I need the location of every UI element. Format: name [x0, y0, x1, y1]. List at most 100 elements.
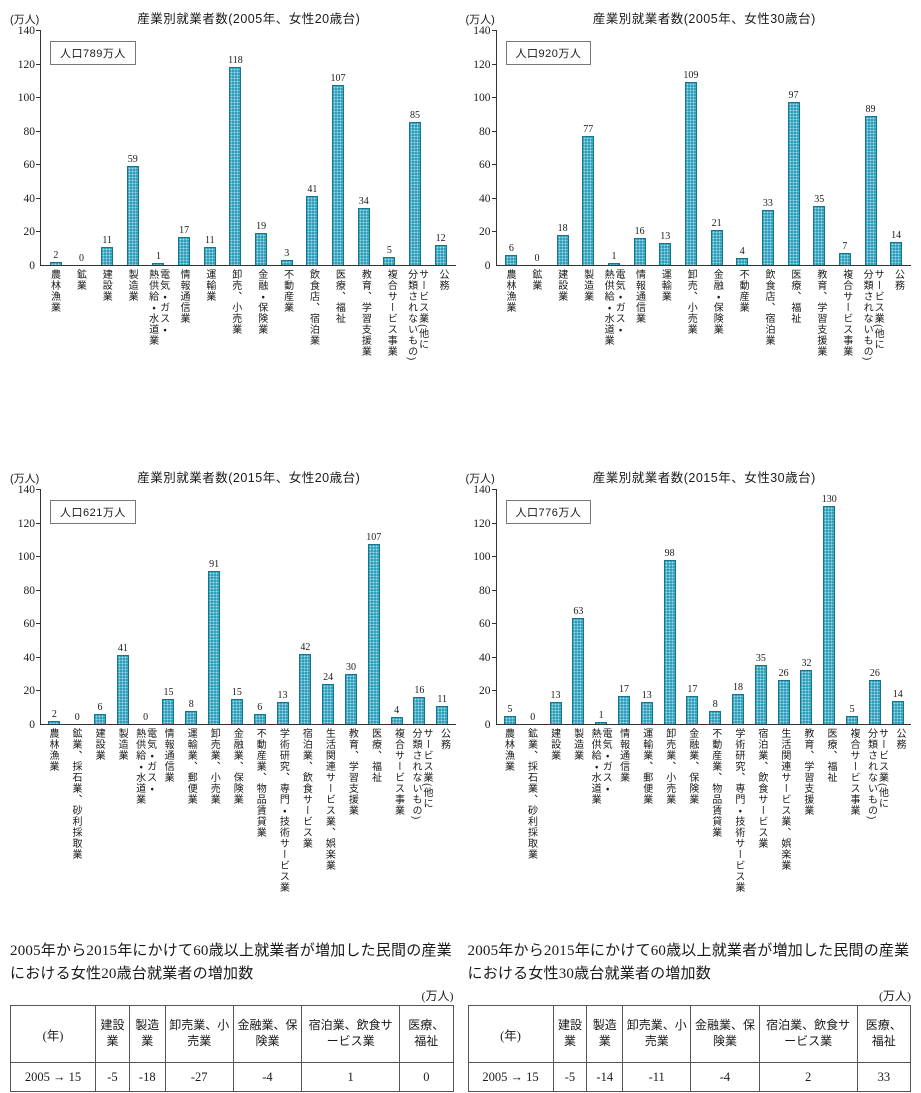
bar-value-label: 13 [641, 690, 652, 702]
table-column-header: 製造業 [586, 1005, 624, 1063]
bar-slot: 16 [408, 685, 431, 724]
bar-value-label: 0 [530, 712, 536, 723]
x-label-slot: 運輸業 [196, 269, 222, 459]
category-label: 鉱業 [74, 269, 86, 291]
y-tick-mark [36, 656, 41, 658]
bar-slot: 13 [544, 690, 567, 724]
bar-slot: 15 [226, 687, 249, 724]
x-label-slot: 宿泊業、飲食サービス業 [294, 728, 317, 928]
bar-value-label: 26 [869, 668, 880, 680]
category-label: 運輸業、郵便業 [640, 728, 652, 805]
bar-chart-0: (万人) 産業別就業者数(2005年、女性20歳台) 0 20 40 60 80 100 120… [10, 8, 456, 459]
bar-chart-3: (万人) 産業別就業者数(2015年、女性30歳台) 0 20 40 60 80 100 120… [466, 467, 911, 928]
y-tick-label: 40 [23, 192, 36, 205]
chart-header: (万人) 産業別就業者数(2015年、女性20歳台) [10, 467, 456, 487]
x-label-slot: 建設業 [93, 269, 119, 459]
table-column-header: 医療、福祉 [399, 1005, 454, 1063]
category-label: 生活関連サービス業、娯楽業 [323, 728, 335, 871]
table-corner-cell: (年) [467, 1005, 554, 1063]
x-label-slot: 卸売業、小売業 [658, 728, 681, 928]
bar [686, 695, 699, 724]
category-label: 不動産業 [281, 269, 293, 313]
y-axis: 0 20 40 60 80 100 120 140 [10, 484, 40, 731]
y-tick-mark [36, 30, 41, 31]
bar-slot: 26 [772, 668, 795, 724]
bar-slot: 21 [704, 218, 730, 265]
category-label: 教育、学習支援業 [814, 269, 826, 357]
bar-value-label: 6 [257, 701, 263, 713]
bar-value-label: 89 [865, 103, 876, 115]
category-label: 製造業 [581, 269, 593, 302]
category-label: 医療、福祉 [824, 728, 836, 783]
x-label-slot: 卸売、小売業 [222, 269, 248, 459]
x-label-slot: 教育、学習支援業 [796, 728, 819, 928]
bar-value-label: 1 [155, 251, 161, 263]
y-tick-mark [36, 164, 41, 166]
category-label: 生活関連サービス業、娯楽業 [778, 728, 790, 871]
x-axis-labels: 農林漁業 鉱業 建設業 製造業 電気・ガス・ 熱供給・水道業 情報通信業 運輸業 卸売、小売業… [41, 266, 456, 459]
category-label: 複合サービス事業 [392, 728, 404, 816]
bar-value-label: 21 [711, 217, 722, 229]
x-label-slot: 金融・保険業 [704, 269, 730, 459]
x-label-slot: 医療、福祉 [326, 269, 352, 459]
category-label: 卸売、小売業 [685, 269, 697, 335]
bar-value-label: 3 [284, 248, 290, 259]
bar-value-label: 24 [323, 671, 334, 683]
population-annotation: 人口621万人 [50, 500, 136, 524]
category-label: 農林漁業 [502, 728, 514, 772]
category-label: 不動産業、物品賃貸業 [709, 728, 721, 838]
x-label-slot: 飲食店、宿泊業 [300, 269, 326, 459]
bar [208, 571, 221, 724]
x-label-slot: 複合サービス事業 [386, 728, 409, 928]
y-axis: 0 20 40 60 80 100 120 140 [10, 25, 40, 272]
y-tick-label: 40 [23, 651, 36, 664]
category-label: 不動産業、物品賃貸業 [254, 728, 266, 838]
bar-value-label: 97 [788, 90, 799, 102]
category-label: 電気・ガス・ 熱供給・水道業 [146, 269, 169, 346]
bar [367, 544, 380, 724]
table-unit-label: (万人) [879, 989, 911, 1003]
bar-value-label: 1 [611, 251, 617, 263]
x-label-slot: 公務 [885, 269, 911, 459]
table-value-cell: 0 [399, 1062, 454, 1092]
category-label: サービス業(他に 分類されないもの) [865, 728, 888, 821]
bar-slot: 41 [300, 184, 326, 265]
bar-value-label: 11 [204, 234, 215, 246]
bar [229, 66, 242, 265]
category-label: 飲食店、宿泊業 [307, 269, 319, 346]
x-label-slot: 金融業、保険業 [681, 728, 704, 928]
y-tick-label: 80 [479, 584, 491, 597]
bar-value-label: 8 [188, 698, 194, 710]
summary-caption: 2005年から2015年にかけて60歳以上就業者が増加した民間の産業における女性… [10, 943, 452, 982]
bar-value-label: 85 [410, 110, 421, 122]
bar [891, 700, 904, 724]
chart-title: 産業別就業者数(2015年、女性30歳台) [592, 471, 816, 485]
category-label: 医療、福祉 [369, 728, 381, 783]
table-column-header: 卸売業、小売業 [622, 1005, 692, 1063]
bar-value-label: 30 [345, 661, 356, 673]
y-tick-label: 120 [17, 58, 35, 71]
category-label: 製造業 [126, 269, 138, 302]
y-tick-mark [36, 522, 41, 524]
bar-slot: 34 [351, 196, 377, 265]
bar [549, 702, 562, 724]
category-label: 製造業 [571, 728, 583, 761]
bar-slot: 97 [781, 90, 807, 265]
bar-value-label: 19 [256, 221, 267, 233]
category-label: 製造業 [116, 728, 128, 761]
category-label: 教育、学習支援業 [359, 269, 371, 357]
y-tick-label: 0 [29, 719, 35, 731]
bar [253, 713, 266, 724]
category-label: 金融・保険業 [255, 269, 267, 335]
x-label-slot: 情報通信業 [156, 728, 179, 928]
category-label: サービス業(他に 分類されないもの) [405, 269, 428, 362]
bars-row: 2 0 6 41 0 15 8 91 15 6 13 42 24 30 107 4 16 11 [41, 489, 456, 724]
y-axis-unit-label: (万人) [10, 473, 40, 485]
category-label: 学術研究、専門・技術サービス業 [277, 728, 289, 893]
bar-slot: 0 [66, 712, 89, 724]
chart-title: 産業別就業者数(2005年、女性30歳台) [592, 12, 816, 26]
y-tick-mark [491, 589, 497, 591]
bar-slot: 13 [271, 690, 294, 724]
x-label-slot: 建設業 [87, 728, 110, 928]
x-axis-labels: 農林漁業 鉱業 建設業 製造業 電気・ガス・ 熱供給・水道業 情報通信業 運輸業 卸売、小売業… [497, 266, 912, 459]
